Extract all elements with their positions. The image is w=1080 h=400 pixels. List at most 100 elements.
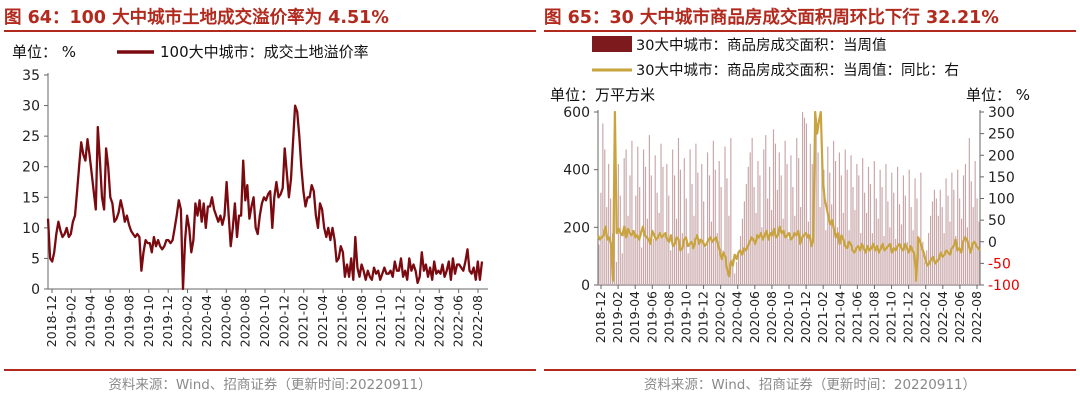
bar-area-week <box>602 123 604 285</box>
bar-area-week <box>858 175 860 285</box>
y-tick-label: 5 <box>31 251 40 267</box>
bar-area-week <box>953 189 955 285</box>
x-tick-label: 2021-10 <box>884 291 899 343</box>
bar-area-week <box>691 184 693 285</box>
bar-area-week <box>883 236 885 285</box>
land-premium-chart: 单位： % 100大中城市：成交土地溢价率 0 5 10 15 20 25 30 35 2018-1… <box>12 43 488 347</box>
bar-area-week <box>606 207 608 285</box>
bar-area-week <box>722 250 724 285</box>
x-tick-label: 2021-06 <box>849 291 864 343</box>
x-tick-label: 2021-04 <box>315 295 330 347</box>
x-tick-label: 2018-12 <box>44 295 59 347</box>
bar-area-week <box>675 218 678 285</box>
x-tick-label: 2022-08 <box>470 295 485 347</box>
x-tick-label: 2022-06 <box>451 295 466 347</box>
source-note: 资料来源：Wind、招商证券（更新时间：20220911） <box>643 377 977 393</box>
y-right-tick-label: 100 <box>988 192 1015 208</box>
bar-area-week <box>747 166 749 285</box>
x-tick-label: 2019-02 <box>63 295 78 347</box>
bar-area-week <box>800 207 802 285</box>
bar-area-week <box>730 138 732 285</box>
bar-area-week <box>918 244 920 285</box>
bar-area-week <box>635 195 637 285</box>
bar-area-week <box>736 261 738 285</box>
bar-area-week <box>761 227 763 285</box>
bar-area-week <box>739 236 742 285</box>
y-right-tick-label: 200 <box>988 148 1015 164</box>
bar-area-week <box>815 129 817 285</box>
bar-area-week <box>646 218 649 285</box>
x-tick-label: 2021-08 <box>354 295 369 347</box>
bar-area-week <box>629 175 631 285</box>
bar-area-week <box>912 230 914 285</box>
figure-title: 图 64：100 大中城市土地成交溢价率为 4.51% <box>4 8 389 28</box>
bar-area-week <box>724 146 726 285</box>
bar-area-week <box>937 215 939 285</box>
bar-area-week <box>716 233 718 285</box>
x-tick-label: 2020-02 <box>180 295 195 347</box>
bar-area-week <box>908 169 910 285</box>
x-tick-label: 2021-08 <box>866 291 881 343</box>
legend-label: 30大中城市：商品房成交面积：当周值：同比：右 <box>636 61 959 79</box>
y-left-tick-label: 200 <box>563 220 590 236</box>
x-tick-label: 2021-04 <box>832 291 847 343</box>
x-tick-label: 2020-06 <box>218 295 233 347</box>
bar-area-week <box>751 138 753 285</box>
bar-area-week <box>625 149 627 285</box>
bar-area-week <box>598 244 600 285</box>
bar-area-week <box>848 230 850 285</box>
bar-area-week <box>693 215 695 285</box>
bar-area-week <box>897 166 899 285</box>
bar-area-week <box>929 215 932 285</box>
bar-area-week <box>757 161 759 285</box>
bar-area-week <box>904 195 906 285</box>
bar-area-week <box>825 230 827 285</box>
bar-area-week <box>922 241 924 286</box>
bar-area-week <box>854 210 856 285</box>
bar-area-week <box>875 198 877 285</box>
unit-label-left: 单位：万平方米 <box>550 86 655 104</box>
x-tick-label: 2019-08 <box>121 295 136 347</box>
bar-area-week <box>718 161 720 285</box>
bar-area-week <box>811 163 813 285</box>
x-tick-label: 2022-02 <box>918 291 933 343</box>
bar-area-week <box>672 149 674 285</box>
y-right-tick-label: -50 <box>988 256 1011 272</box>
bar-area-week <box>732 259 734 285</box>
bar-area-week <box>906 241 908 286</box>
bar-area-week <box>823 169 825 285</box>
bar-area-week <box>805 123 808 285</box>
bar-area-week <box>642 149 645 285</box>
legend-label: 30大中城市：商品房成交面积：当周值 <box>636 36 886 54</box>
bar-area-week <box>615 261 617 285</box>
x-tick-label: 2019-12 <box>160 295 175 347</box>
bar-area-week <box>644 166 647 285</box>
bar-area-week <box>623 158 625 285</box>
bar-area-week <box>873 161 875 285</box>
unit-label: 单位： % <box>12 43 76 61</box>
bar-area-week <box>914 178 916 285</box>
bar-area-week <box>763 149 765 285</box>
bar-area-week <box>889 227 891 285</box>
y-tick-label: 25 <box>22 129 40 145</box>
x-tick-label: 2022-08 <box>969 291 984 343</box>
bar-area-week <box>772 129 775 285</box>
bar-area-week <box>604 149 606 285</box>
y-right-tick-label: 50 <box>988 213 1006 229</box>
bar-area-week <box>838 152 840 285</box>
bar-area-week <box>765 135 767 285</box>
x-tick-label: 2019-06 <box>644 291 659 343</box>
x-tick-label: 2020-08 <box>764 291 779 343</box>
bar-area-week <box>621 253 623 285</box>
bar-area-week <box>759 175 761 285</box>
bar-area-week <box>662 166 664 285</box>
bar-area-week <box>941 207 943 285</box>
bar-area-week <box>679 169 681 285</box>
bar-area-week <box>864 192 866 285</box>
x-tick-label: 2020-04 <box>199 295 214 347</box>
bar-area-week <box>708 175 711 285</box>
bar-area-week <box>778 152 780 285</box>
x-tick-label: 2020-06 <box>747 291 762 343</box>
bar-area-week <box>753 187 755 285</box>
bar-area-week <box>701 163 703 285</box>
